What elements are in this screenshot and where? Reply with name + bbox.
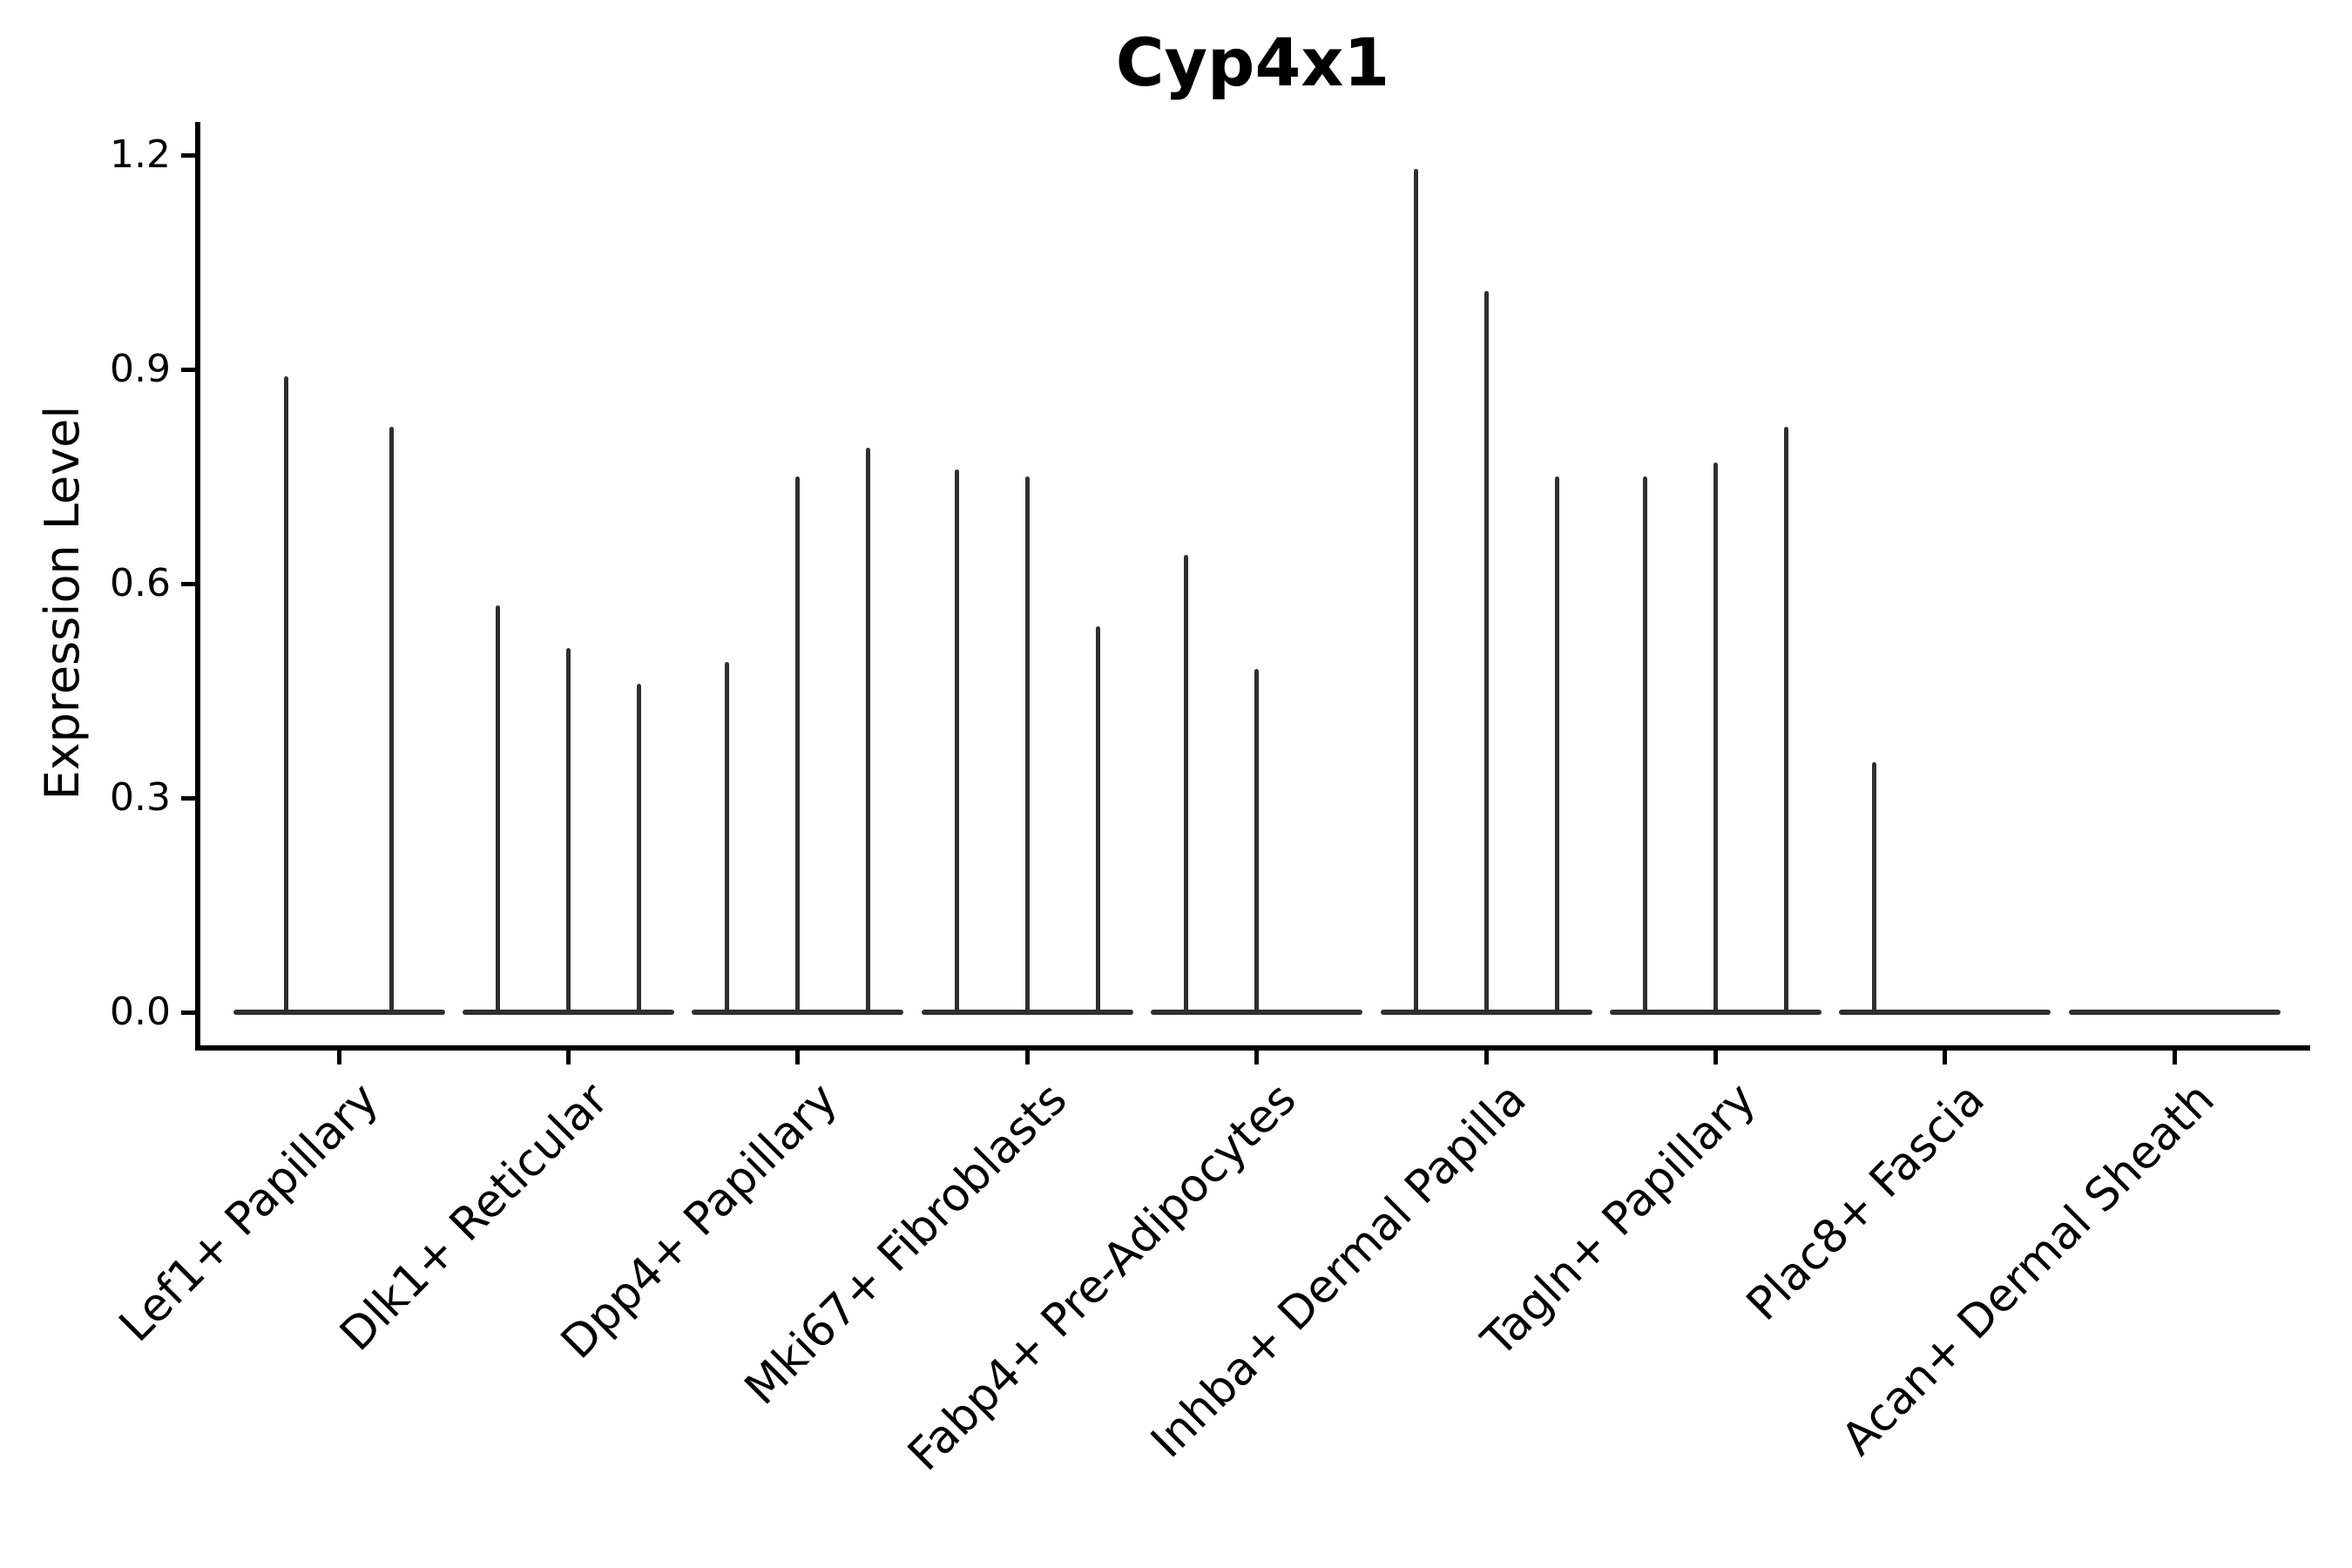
y-tick xyxy=(181,795,195,801)
x-axis-spine xyxy=(195,1045,2310,1051)
violin-spike xyxy=(1254,669,1260,1015)
violin-spike xyxy=(389,426,395,1015)
violin-spike xyxy=(725,662,730,1015)
violin-spike xyxy=(565,647,571,1015)
y-tick-label: 1.2 xyxy=(110,132,171,177)
violin-spike xyxy=(866,448,871,1015)
y-tick-label: 0.0 xyxy=(110,990,171,1034)
violin-spike xyxy=(1413,169,1418,1015)
x-tick-label: Plac8+ Fascia xyxy=(1737,1072,1996,1331)
y-tick-label: 0.9 xyxy=(110,347,171,391)
violin-spike xyxy=(1024,476,1030,1015)
x-tick xyxy=(565,1051,571,1064)
y-tick xyxy=(181,1010,195,1015)
violin-spike xyxy=(954,469,959,1015)
y-tick xyxy=(181,367,195,372)
x-tick xyxy=(2172,1051,2177,1064)
x-tick xyxy=(1484,1051,1489,1064)
x-tick-label: Inhba+ Dermal Papilla xyxy=(1140,1072,1537,1469)
violin-spike xyxy=(283,376,288,1015)
y-tick xyxy=(181,152,195,158)
violin-spike xyxy=(1484,290,1489,1015)
violin-spike xyxy=(1713,462,1718,1015)
violin-spike xyxy=(1184,555,1189,1015)
violin-spike xyxy=(1783,426,1788,1015)
y-tick-label: 0.3 xyxy=(110,775,171,820)
x-tick xyxy=(1024,1051,1030,1064)
y-tick xyxy=(181,581,195,586)
x-tick-label: Fabp4+ Pre-Adipocytes xyxy=(898,1072,1307,1482)
violin-spike xyxy=(1554,476,1559,1015)
plot-title: Cyp4x1 xyxy=(1115,24,1390,101)
violin-spike xyxy=(1642,476,1647,1015)
violin-baseline xyxy=(1839,1010,2051,1015)
y-tick-label: 0.6 xyxy=(110,561,171,605)
x-tick xyxy=(1943,1051,1948,1064)
x-tick xyxy=(1713,1051,1718,1064)
y-axis-spine xyxy=(195,122,200,1051)
violin-spike xyxy=(795,476,801,1015)
violin-baseline xyxy=(2068,1010,2281,1015)
x-tick xyxy=(336,1051,341,1064)
x-tick-label: Acan+ Dermal Sheath xyxy=(1831,1072,2225,1466)
violin-baseline xyxy=(233,1010,445,1015)
violin-spike xyxy=(495,605,500,1015)
x-tick xyxy=(1254,1051,1260,1064)
violin-spike xyxy=(1095,626,1100,1015)
x-tick xyxy=(795,1051,801,1064)
violin-spike xyxy=(636,683,641,1015)
violin-spike xyxy=(1872,762,1877,1015)
